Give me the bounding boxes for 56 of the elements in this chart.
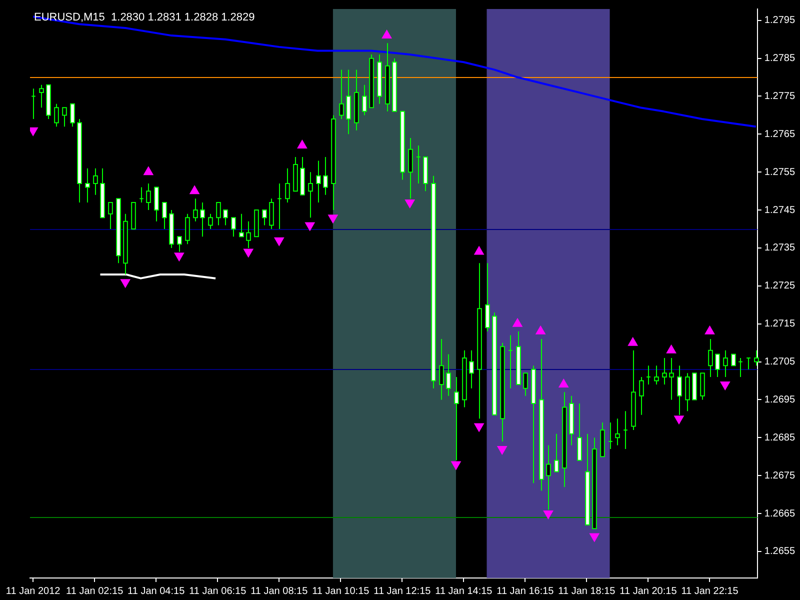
y-tick-label: 1.2685	[764, 432, 796, 444]
point	[305, 222, 315, 231]
x-tick-label: 11 Jan 18:15	[558, 586, 616, 597]
candlestick	[508, 334, 513, 389]
x-tick-label: 11 Jan 14:15	[435, 586, 493, 597]
point	[244, 248, 254, 258]
point	[720, 382, 730, 390]
point	[174, 252, 184, 262]
candlestick	[139, 186, 144, 203]
point	[674, 416, 684, 424]
candlestick	[746, 357, 751, 370]
chart-title: EURUSD,M15 1.2830 1.2831 1.2828 1.2829	[34, 12, 255, 24]
y-tick-label: 1.2785	[764, 53, 796, 64]
candlestick	[277, 182, 282, 230]
x-tick-label: 11 Jan 12:15	[374, 586, 432, 597]
x-tick-label: 11 Jan 20:15	[620, 586, 678, 597]
y-tick-label: 1.2725	[764, 280, 796, 292]
y-tick-label: 1.2735	[764, 242, 796, 254]
candlestick	[738, 357, 743, 378]
point	[474, 423, 484, 432]
x-tick-label: 11 Jan 2012	[6, 586, 61, 597]
point	[497, 446, 507, 455]
point	[190, 186, 200, 194]
point	[405, 199, 415, 208]
x-tick-label: 11 Jan 16:15	[496, 586, 554, 597]
point	[543, 510, 554, 520]
y-tick-label: 1.2715	[764, 318, 796, 330]
point	[274, 237, 284, 246]
candlestick	[646, 365, 651, 386]
y-tick-label: 1.2755	[764, 166, 796, 178]
y-tick-label: 1.2745	[764, 204, 796, 216]
y-tick-label: 1.2665	[764, 508, 796, 520]
y-tick-label: 1.2765	[764, 128, 796, 140]
x-tick-label: 11 Jan 10:15	[312, 586, 370, 597]
point	[328, 214, 338, 224]
candlestick	[608, 422, 613, 450]
x-tick-label: 11 Jan 02:15	[66, 586, 124, 597]
y-tick-label: 1.2655	[764, 546, 796, 558]
candlestick	[31, 88, 36, 120]
point	[297, 140, 308, 149]
y-tick-label: 1.2775	[764, 90, 796, 102]
candlestick	[416, 145, 421, 184]
x-tick-label: 11 Jan 08:15	[250, 586, 308, 597]
y-tick-label: 1.2675	[764, 470, 796, 482]
point	[120, 279, 130, 288]
point	[382, 30, 392, 39]
candlestick	[623, 410, 628, 450]
point	[451, 461, 461, 470]
x-tick-label: 11 Jan 06:15	[189, 586, 247, 597]
x-tick-label: 11 Jan 22:15	[681, 586, 739, 597]
x-tick-label: 11 Jan 04:15	[128, 586, 186, 597]
y-tick-label: 1.2695	[764, 394, 796, 406]
point	[144, 166, 154, 176]
y-tick-label: 1.2705	[764, 356, 796, 368]
point	[590, 533, 600, 542]
y-tick-label: 1.2795	[764, 15, 796, 26]
